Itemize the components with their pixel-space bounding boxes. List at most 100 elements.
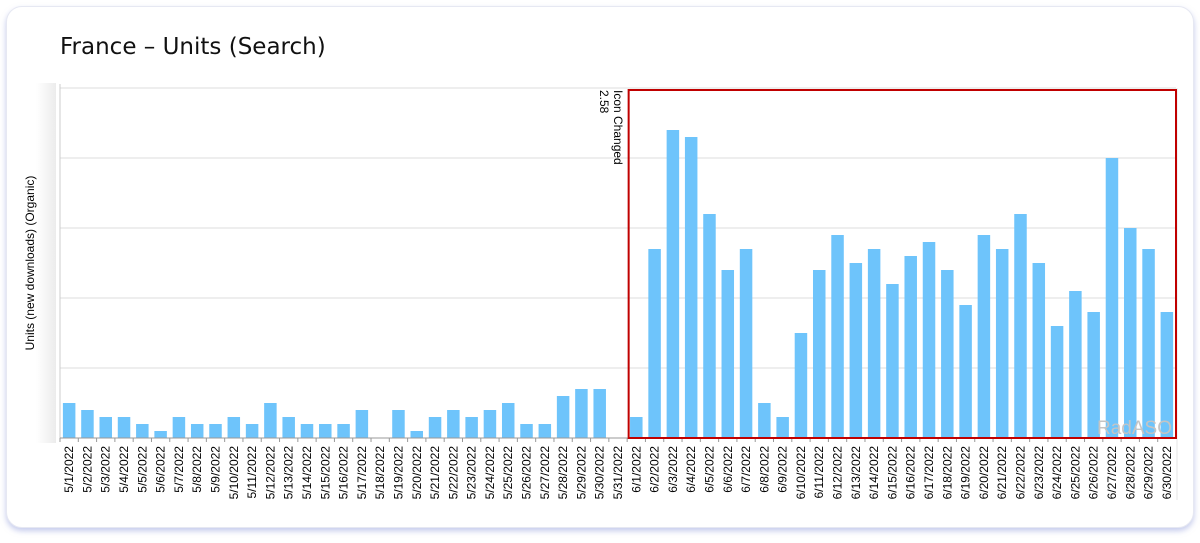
x-tick-label: 6/16/2022 [904,446,918,500]
bar-6-30-2022 [1160,312,1174,438]
bar-5-29-2022 [575,389,588,438]
bar-6-5-2022 [703,214,716,438]
bar-6-17-2022 [922,242,936,438]
x-tick-label: 6/23/2022 [1032,446,1046,500]
x-tick-label: 6/25/2022 [1068,446,1082,500]
bar-5-6-2022 [154,431,167,438]
bar-5-2-2022 [81,410,94,438]
x-tick-label: 6/22/2022 [1013,446,1027,500]
x-tick-label: 6/30/2022 [1160,446,1174,500]
x-tick-label: 5/28/2022 [556,446,570,500]
x-tick-label: 6/21/2022 [995,446,1009,500]
bar-5-15-2022 [319,424,332,438]
x-tick-label: 6/7/2022 [739,446,753,493]
x-tick-label: 5/18/2022 [373,446,387,500]
x-tick-label: 5/13/2022 [282,446,296,500]
bar-6-9-2022 [776,417,789,438]
bar-5-9-2022 [209,424,222,438]
bar-5-16-2022 [337,424,350,438]
x-tick-label: 6/4/2022 [684,446,698,493]
x-tick-label: 6/1/2022 [629,446,643,493]
bar-5-26-2022 [520,424,533,438]
bar-6-6-2022 [721,270,735,438]
bar-6-8-2022 [758,403,771,438]
bar-6-20-2022 [977,235,991,438]
x-tick-label: 6/13/2022 [849,446,863,500]
annotation-value: 2.58 [597,90,611,114]
bar-5-10-2022 [227,417,241,438]
x-tick-label: 6/15/2022 [885,446,899,500]
bar-5-24-2022 [483,410,497,438]
bar-6-3-2022 [666,130,680,438]
bar-6-4-2022 [684,137,698,438]
bar-5-12-2022 [264,403,277,438]
x-tick-label: 5/5/2022 [135,446,149,493]
x-tick-label: 6/18/2022 [940,446,954,500]
x-tick-label: 5/4/2022 [117,446,131,493]
x-tick-label: 6/29/2022 [1142,446,1156,500]
bar-6-18-2022 [941,270,954,438]
x-tick-label: 5/17/2022 [355,446,369,500]
bar-5-17-2022 [355,410,369,438]
x-tick-label: 6/27/2022 [1105,446,1119,500]
x-tick-label: 6/24/2022 [1050,446,1064,500]
x-tick-label: 6/6/2022 [721,446,735,493]
annotation-label: Icon Changed [611,90,625,165]
x-tick-label: 5/10/2022 [227,446,241,500]
x-tick-label: 6/19/2022 [959,446,973,500]
x-tick-label: 5/23/2022 [465,446,479,500]
x-tick-label: 5/2/2022 [80,446,94,493]
x-tick-label: 5/15/2022 [318,446,332,500]
bar-5-20-2022 [410,431,424,438]
bar-6-12-2022 [831,235,844,438]
x-tick-label: 5/3/2022 [99,446,113,493]
x-tick-label: 6/28/2022 [1123,446,1137,500]
x-tick-label: 5/22/2022 [446,446,460,500]
bar-6-13-2022 [849,263,863,438]
bar-5-1-2022 [62,403,76,438]
bar-6-2-2022 [648,249,661,438]
x-tick-label: 6/9/2022 [776,446,790,493]
bar-5-14-2022 [300,424,314,438]
x-tick-label: 6/8/2022 [757,446,771,493]
x-tick-label: 6/5/2022 [702,446,716,493]
bar-6-25-2022 [1069,291,1082,438]
bar-5-13-2022 [282,417,295,438]
bar-6-24-2022 [1050,326,1064,438]
bar-6-7-2022 [739,249,753,438]
x-tick-label: 6/12/2022 [831,446,845,500]
bar-6-27-2022 [1105,158,1119,438]
bar-6-11-2022 [812,270,826,438]
bar-6-29-2022 [1142,249,1155,438]
x-tick-label: 5/19/2022 [391,446,405,500]
bar-6-26-2022 [1087,312,1100,438]
bar-5-19-2022 [392,410,405,438]
x-tick-label: 6/2/2022 [648,446,662,493]
x-tick-label: 5/7/2022 [172,446,186,493]
x-tick-label: 6/14/2022 [867,446,881,500]
x-tick-label: 5/27/2022 [538,446,552,500]
x-tick-label: 5/9/2022 [209,446,223,493]
bar-5-22-2022 [447,410,460,438]
x-tick-label: 5/29/2022 [574,446,588,500]
x-tick-label: 6/3/2022 [666,446,680,493]
x-tick-label: 5/6/2022 [154,446,168,493]
bar-5-11-2022 [245,424,259,438]
x-tick-label: 5/12/2022 [263,446,277,500]
x-tick-label: 5/20/2022 [410,446,424,500]
chart-title: France – Units (Search) [60,34,326,60]
x-tick-label: 5/25/2022 [501,446,515,500]
y-axis-shade [36,83,56,443]
bar-5-27-2022 [538,424,552,438]
x-tick-label: 6/26/2022 [1087,446,1101,500]
x-tick-label: 6/10/2022 [794,446,808,500]
bar-6-16-2022 [904,256,917,438]
x-tick-label: 5/8/2022 [190,446,204,493]
x-tick-label: 5/21/2022 [428,446,442,500]
bar-6-28-2022 [1124,228,1137,438]
bar-5-28-2022 [556,396,570,438]
highlight-box [627,89,1177,439]
bar-5-25-2022 [501,403,515,438]
x-tick-label: 5/16/2022 [337,446,351,500]
